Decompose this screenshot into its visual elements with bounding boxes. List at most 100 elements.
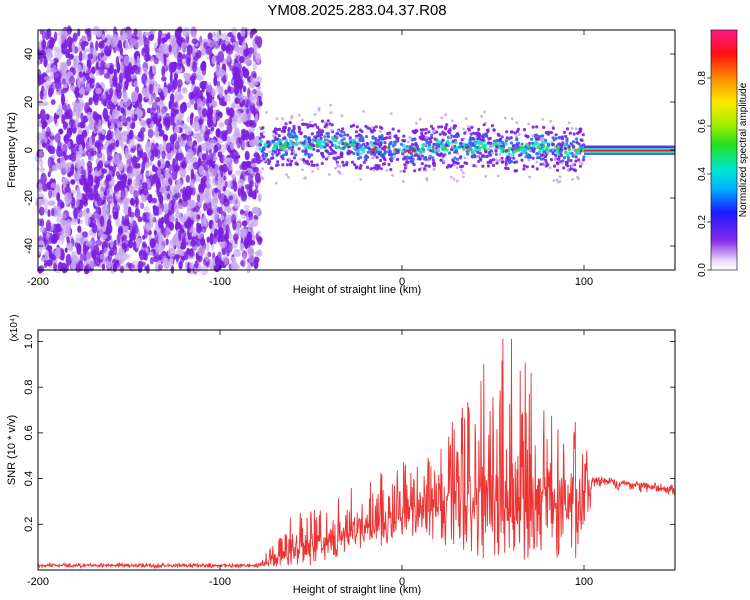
noise-blob bbox=[128, 38, 137, 45]
noise-blob bbox=[250, 163, 258, 168]
noise-blob bbox=[244, 241, 249, 250]
snr-frame bbox=[37, 329, 676, 571]
noise-blob bbox=[120, 107, 125, 114]
noise-blob bbox=[248, 224, 254, 232]
noise-blob bbox=[127, 177, 132, 186]
ridge-point bbox=[305, 141, 309, 145]
ridge-point bbox=[303, 145, 307, 149]
ridge-point bbox=[535, 125, 539, 129]
noise-blob bbox=[156, 110, 161, 119]
ridge-point bbox=[571, 140, 576, 144]
ridge-point bbox=[271, 139, 275, 143]
ridge-point bbox=[542, 125, 546, 129]
noise-blob bbox=[247, 231, 251, 243]
noise-blob bbox=[134, 224, 139, 234]
noise-blob bbox=[167, 248, 176, 258]
ridge-point bbox=[284, 152, 289, 156]
noise-blob bbox=[66, 58, 72, 67]
noise-blob bbox=[86, 212, 92, 217]
ridge-point bbox=[291, 145, 295, 149]
ridge-point bbox=[270, 166, 274, 171]
ridge-point bbox=[399, 170, 403, 173]
noise-blob bbox=[182, 26, 191, 37]
ridge-point bbox=[531, 125, 535, 129]
noise-blob bbox=[160, 216, 165, 225]
ridge-point bbox=[504, 139, 508, 143]
snr-y-label: SNR (10 * v/v) bbox=[6, 415, 18, 485]
ridge-point bbox=[374, 139, 378, 143]
ridge-point bbox=[395, 157, 399, 162]
ridge-point bbox=[304, 152, 308, 156]
colorbar-tick-label: 0.2 bbox=[697, 215, 708, 229]
noise-blob bbox=[125, 29, 133, 40]
noise-blob bbox=[69, 115, 73, 124]
ridge-point bbox=[369, 167, 373, 171]
ridge-point bbox=[340, 134, 344, 138]
ridge-point bbox=[361, 138, 365, 143]
noise-blob bbox=[64, 247, 68, 253]
noise-blob bbox=[189, 226, 195, 233]
noise-blob bbox=[224, 94, 231, 103]
ridge-point bbox=[547, 143, 551, 147]
noise-blob bbox=[190, 239, 197, 247]
noise-blob bbox=[52, 64, 57, 73]
ridge-point bbox=[535, 137, 539, 141]
noise-blob bbox=[254, 250, 261, 256]
noise-blob bbox=[240, 231, 246, 239]
noise-blob bbox=[126, 116, 131, 123]
noise-blob bbox=[202, 213, 207, 225]
noise-blob bbox=[137, 93, 143, 104]
ridge-point bbox=[327, 155, 330, 159]
noise-blob bbox=[90, 258, 95, 269]
ridge-point bbox=[281, 157, 285, 161]
noise-blob bbox=[129, 183, 134, 195]
noise-blob bbox=[247, 173, 254, 185]
noise-blob bbox=[211, 55, 216, 65]
noise-blob bbox=[125, 40, 128, 51]
noise-blob bbox=[45, 219, 52, 232]
noise-blob bbox=[101, 263, 106, 271]
spectrogram-noise-region bbox=[34, 25, 263, 276]
ridge-point bbox=[406, 140, 410, 144]
noise-blob bbox=[68, 53, 75, 60]
noise-blob bbox=[152, 205, 158, 216]
noise-blob bbox=[233, 248, 241, 258]
noise-blob bbox=[78, 88, 86, 95]
spectrogram-y-ticks: -40 -20 0 20 40 bbox=[23, 48, 675, 254]
ridge-point bbox=[290, 129, 294, 133]
ridge-point bbox=[297, 113, 301, 117]
noise-blob bbox=[91, 223, 98, 234]
ridge-point bbox=[440, 125, 444, 129]
noise-blob bbox=[233, 180, 238, 192]
noise-blob bbox=[227, 85, 232, 94]
ridge-point bbox=[286, 149, 289, 152]
noise-blob bbox=[51, 208, 55, 217]
noise-blob bbox=[44, 136, 48, 144]
noise-blob bbox=[99, 180, 107, 193]
ridge-point bbox=[474, 164, 478, 168]
ridge-point bbox=[484, 132, 489, 136]
noise-blob bbox=[40, 257, 46, 262]
noise-blob bbox=[57, 140, 62, 152]
noise-blob bbox=[244, 130, 249, 139]
noise-blob bbox=[167, 177, 173, 185]
ridge-point bbox=[328, 140, 332, 144]
noise-blob bbox=[82, 199, 89, 207]
noise-blob bbox=[46, 48, 52, 55]
noise-blob bbox=[123, 239, 130, 248]
ridge-point bbox=[330, 123, 334, 127]
noise-blob bbox=[174, 69, 183, 75]
ridge-point bbox=[531, 156, 535, 160]
noise-blob bbox=[187, 140, 194, 147]
ridge-point bbox=[443, 146, 447, 150]
noise-blob bbox=[157, 34, 162, 47]
ridge-point bbox=[288, 157, 291, 161]
ridge-point bbox=[329, 111, 333, 114]
noise-blob bbox=[201, 108, 208, 118]
ridge-point bbox=[432, 161, 436, 165]
ridge-point bbox=[466, 152, 470, 156]
ridge-point bbox=[323, 145, 327, 149]
noise-blob bbox=[88, 136, 93, 148]
ridge-point bbox=[306, 125, 310, 129]
ridge-point bbox=[582, 155, 586, 159]
